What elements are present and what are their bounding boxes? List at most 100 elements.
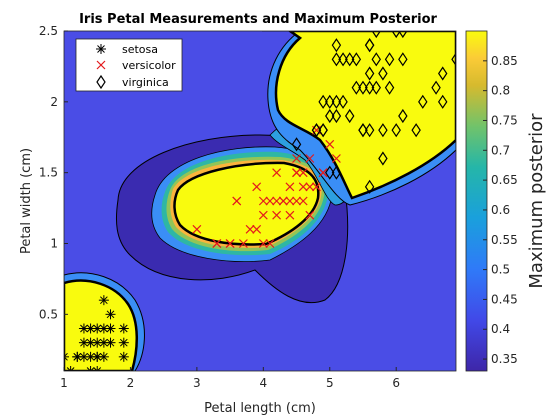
virginica-point (351, 80, 362, 95)
setosa-point (105, 337, 116, 348)
virginica-point (338, 94, 348, 109)
versicolor-point (252, 224, 262, 234)
colorbar-tick-label: 0.65 (491, 173, 518, 187)
setosa-point (72, 351, 83, 362)
x-tick-label: 6 (392, 376, 400, 390)
virginica-point (364, 123, 375, 138)
legend-marker-virginica (96, 74, 106, 90)
versicolor-point (225, 239, 235, 248)
setosa-point (92, 366, 103, 371)
virginica-point (344, 52, 355, 67)
versicolor-point (305, 154, 315, 163)
virginica-point (431, 80, 441, 95)
versicolor-point (285, 196, 295, 206)
virginica-point (358, 80, 368, 95)
x-tick-label: 1 (60, 376, 68, 390)
versicolor-point (305, 182, 315, 192)
colorbar: 0.350.40.450.50.550.60.650.70.750.80.85 … (465, 30, 547, 372)
versicolor-point (252, 182, 262, 192)
setosa-point (105, 309, 116, 320)
y-tick-label: 2 (50, 95, 58, 109)
virginica-point (437, 94, 448, 109)
colorbar-gradient (465, 30, 488, 372)
colorbar-tick-label: 0.5 (491, 263, 510, 277)
versicolor-point (305, 210, 315, 220)
versicolor-point (292, 154, 301, 163)
x-tick-label: 4 (260, 376, 268, 390)
x-tick-label: 3 (193, 376, 201, 390)
setosa-point (92, 351, 103, 362)
virginica-point (331, 108, 342, 124)
virginica-point (378, 66, 388, 81)
virginica-point (384, 80, 395, 95)
legend-label-virginica: virginica (122, 76, 169, 89)
virginica-point (378, 151, 388, 166)
colorbar-tick-label: 0.35 (491, 352, 518, 366)
legend-marker-setosa (96, 44, 106, 54)
virginica-point (391, 123, 401, 138)
setosa-point (85, 323, 96, 334)
colorbar-ticks: 0.35 0.4 0.45 0.5 0.55 0.6 0.65 0.7 0.75 0.8 0.85 (483, 54, 518, 366)
posterior-contour-field (64, 31, 456, 371)
versicolor-point (331, 154, 341, 163)
legend: setosa versicolor virginica (75, 38, 183, 92)
setosa-point (92, 323, 103, 334)
versicolor-point (318, 168, 328, 178)
colorbar-tick-label: 0.7 (491, 143, 510, 157)
versicolor-point (292, 196, 301, 206)
colorbar-tick-label: 0.75 (491, 113, 518, 127)
versicolor-point (265, 239, 275, 248)
virginica-point (318, 94, 328, 109)
versicolor-point (192, 224, 202, 234)
versicolor-point (258, 196, 268, 206)
colorbar-tick-label: 0.6 (491, 203, 510, 217)
setosa-point (64, 351, 69, 362)
virginica-point (398, 31, 408, 39)
colorbar-tick-label: 0.8 (491, 84, 510, 98)
virginica-point (338, 52, 348, 67)
colorbar-tick-label: 0.85 (491, 54, 518, 68)
versicolor-point (285, 210, 295, 220)
y-axis-label: Petal width (cm) (19, 148, 34, 254)
x-axis-label: Petal length (cm) (204, 401, 316, 416)
virginica-point (358, 123, 368, 138)
versicolor-point (258, 210, 268, 220)
versicolor-point (232, 196, 242, 206)
setosa-point (118, 351, 129, 362)
virginica-point (378, 123, 388, 138)
colorbar-tick-label: 0.55 (491, 233, 518, 247)
virginica-point (411, 123, 421, 138)
virginica-point (418, 94, 428, 109)
legend-box (75, 38, 183, 92)
y-tick-label: 1 (50, 237, 58, 251)
y-tick-label: 1.5 (39, 166, 58, 180)
versicolor-point (298, 182, 308, 192)
virginica-point (398, 52, 408, 67)
legend-label-setosa: setosa (122, 43, 158, 56)
versicolor-high-region (173, 161, 320, 246)
legend-label-versicolor: versicolor (122, 59, 176, 72)
versicolor-point (272, 168, 282, 178)
y-axis-ticks: 0.5 1 1.5 2 2.5 (39, 24, 68, 321)
virginica-point (437, 66, 448, 81)
versicolor-point (298, 168, 308, 178)
versicolor-point (312, 182, 321, 192)
virginica-point (325, 108, 335, 124)
setosa-point (85, 366, 96, 371)
virginica-point (371, 31, 381, 39)
setosa-point (78, 337, 89, 348)
versicolor-point (212, 239, 222, 248)
plot-frame (63, 30, 457, 372)
virginica-point (351, 52, 362, 67)
virginica-point (451, 52, 456, 67)
virginica-point (325, 94, 335, 109)
versicolor-point (285, 182, 295, 192)
y-tick-label: 2.5 (39, 24, 58, 38)
virginica-point (331, 52, 342, 67)
versicolor-point (325, 139, 335, 149)
x-axis-ticks: 1 2 3 4 5 6 (60, 367, 400, 390)
virginica-point (364, 66, 375, 81)
virginica-point (318, 123, 328, 138)
x-tick-label: 5 (326, 376, 334, 390)
virginica-point (331, 94, 342, 109)
